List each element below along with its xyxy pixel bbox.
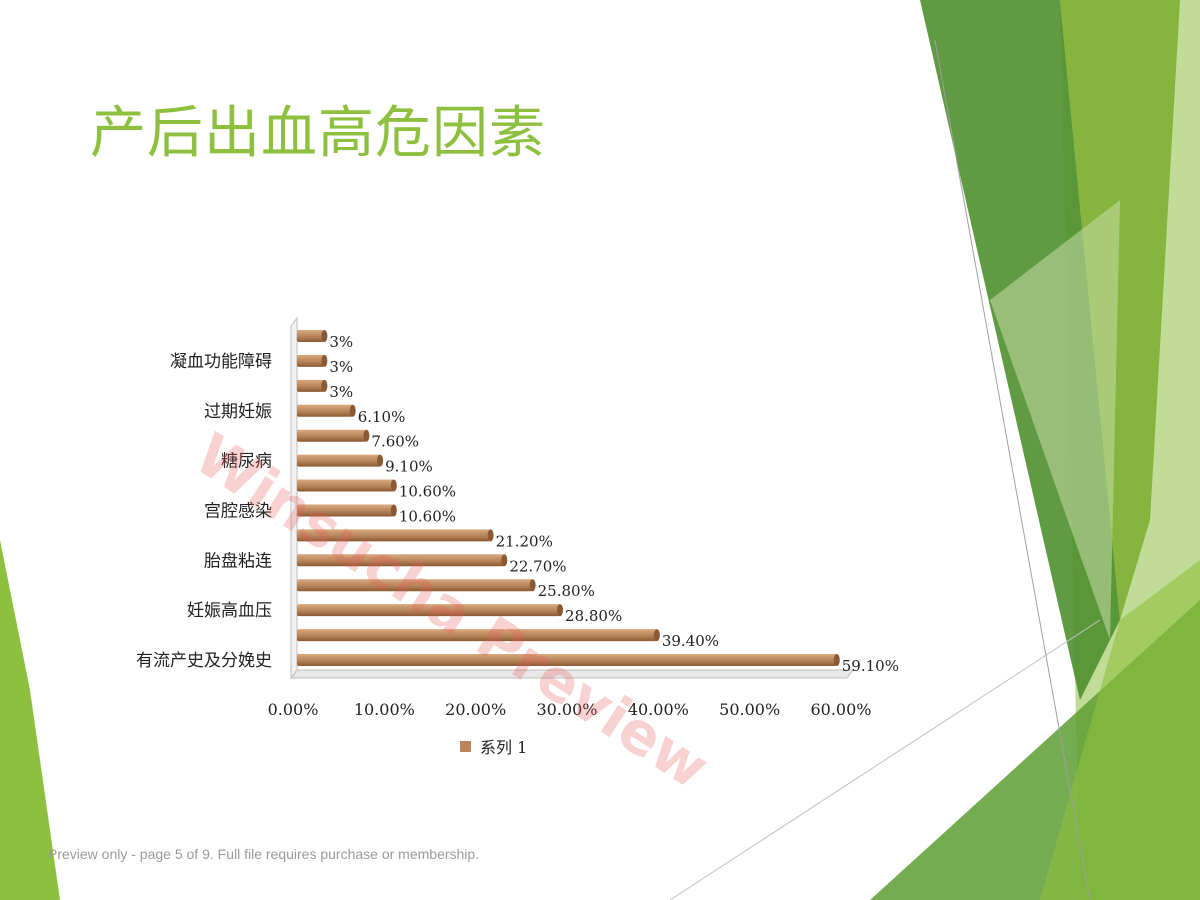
bar-end-cap	[377, 454, 384, 467]
data-label: 21.20%	[496, 532, 553, 550]
legend-swatch	[460, 741, 471, 752]
category-label: 凝血功能障碍	[170, 352, 272, 372]
bar-end-cap	[349, 404, 356, 417]
data-label: 22.70%	[509, 557, 566, 575]
thin-line-2	[669, 619, 1101, 900]
x-tick-label: 30.00%	[536, 700, 597, 719]
data-label: 9.10%	[385, 458, 433, 476]
bar-end-cap	[501, 554, 508, 567]
bar-end-cap	[363, 429, 370, 442]
bar	[297, 504, 394, 517]
bar	[297, 404, 353, 417]
data-label: 10.60%	[399, 483, 456, 501]
bar-end-cap	[321, 379, 328, 392]
x-tick-label: 50.00%	[719, 700, 780, 719]
bars-group	[297, 330, 840, 666]
pale-green-shard	[990, 200, 1120, 640]
bar	[297, 554, 505, 567]
data-label: 7.60%	[371, 433, 419, 451]
category-label: 过期妊娠	[204, 402, 272, 422]
bar	[297, 604, 561, 617]
data-label: 3%	[329, 333, 353, 351]
bar-end-cap	[487, 529, 494, 542]
footer-note: Preview only - page 5 of 9. Full file re…	[48, 846, 480, 862]
green-band-left	[0, 540, 60, 900]
data-label: 3%	[329, 383, 353, 401]
category-label: 胎盘粘连	[204, 551, 272, 571]
x-tick-label: 60.00%	[810, 700, 871, 719]
bar-end-cap	[321, 330, 328, 342]
legend: 系列 1	[460, 738, 527, 757]
x-tick-label: 40.00%	[628, 700, 689, 719]
x-tick-label: 20.00%	[445, 700, 506, 719]
bar	[297, 529, 491, 542]
bar	[297, 629, 657, 642]
bar-end-cap	[390, 479, 397, 492]
bar	[297, 429, 367, 442]
x-tick-label: 10.00%	[354, 700, 415, 719]
category-label: 妊娠高血压	[187, 601, 272, 621]
axis-wall	[290, 316, 298, 680]
bar	[297, 379, 325, 392]
category-label: 有流产史及分娩史	[136, 651, 272, 671]
bar	[297, 654, 837, 666]
data-label: 6.10%	[358, 408, 406, 426]
axis-group: 0.00% 10.00% 20.00% 30.00% 40.00% 50.00% 60.00…	[268, 316, 872, 719]
data-label: 28.80%	[565, 607, 622, 625]
bar	[297, 354, 325, 367]
bar-end-cap	[321, 354, 328, 367]
data-label: 59.10%	[842, 657, 899, 675]
bar-end-cap	[529, 579, 536, 592]
legend-label: 系列 1	[480, 738, 527, 757]
labels-group: 59.10% 有流产史及分娩史 39.40% 28.80% 妊娠高血压 25.80% 22.…	[136, 333, 899, 675]
bar-end-cap	[653, 629, 660, 642]
bar-end-cap	[390, 504, 397, 517]
data-label: 3%	[329, 358, 353, 376]
green-triangle-bottom-right-light	[1040, 560, 1200, 900]
bar	[297, 579, 533, 592]
bar	[297, 330, 325, 342]
category-label: 糖尿病	[221, 452, 272, 472]
data-label: 25.80%	[538, 582, 595, 600]
green-band-right-mid	[1060, 0, 1180, 620]
bar-end-cap	[833, 654, 840, 666]
category-label: 宫腔感染	[204, 501, 272, 521]
data-label: 10.60%	[399, 507, 456, 525]
bar	[297, 454, 381, 467]
axis-floor	[290, 669, 854, 679]
slide-title: 产后出血高危因素	[90, 101, 546, 166]
thin-line-1	[934, 39, 1091, 900]
data-label: 39.40%	[662, 632, 719, 650]
bar	[297, 479, 394, 492]
bar-end-cap	[557, 604, 564, 617]
x-tick-label: 0.00%	[268, 700, 319, 719]
